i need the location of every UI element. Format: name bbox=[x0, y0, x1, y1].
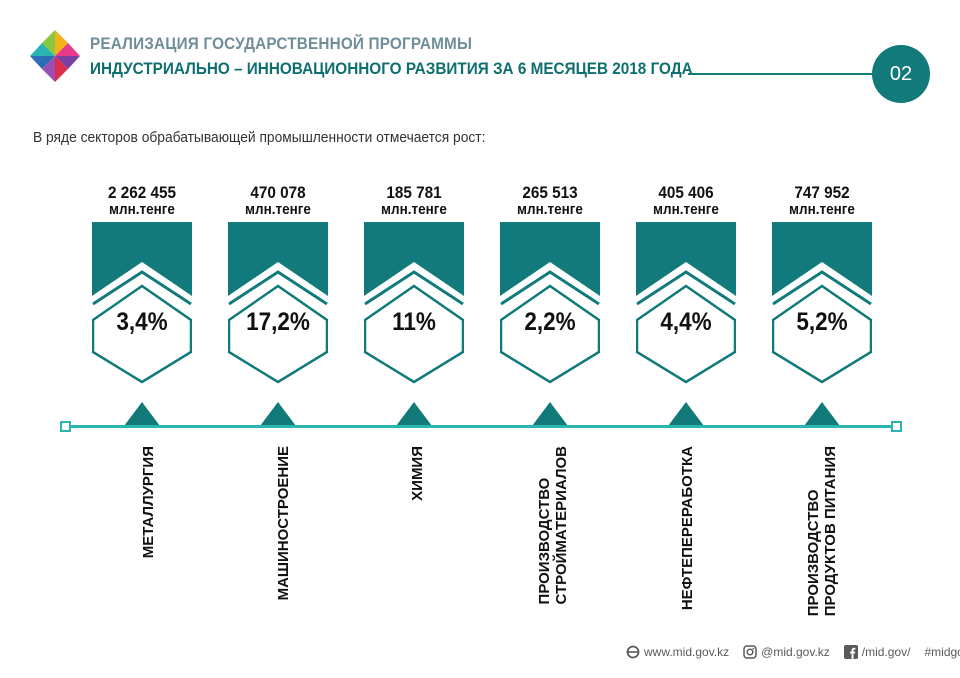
timeline-axis bbox=[66, 425, 894, 428]
sector-label: МЕТАЛЛУРГИЯ bbox=[139, 446, 157, 559]
sector-marker bbox=[668, 402, 704, 426]
footer-hashtag[interactable]: #midgovkz bbox=[924, 645, 960, 659]
sector-marker bbox=[532, 402, 568, 426]
sector-value: 265 513 bbox=[522, 183, 578, 202]
footer-website[interactable]: www.mid.gov.kz bbox=[644, 645, 730, 659]
sector-badge bbox=[772, 222, 872, 384]
sector-card: 470 078 млн.тенге 17,2% bbox=[228, 183, 328, 384]
sector-percent: 3,4% bbox=[116, 308, 168, 336]
sector-card: 265 513 млн.тенге 2,2% bbox=[500, 183, 600, 384]
sector-percent: 11% bbox=[392, 308, 436, 336]
sector-value: 185 781 bbox=[386, 183, 442, 202]
header-title-line2: ИНДУСТРИАЛЬНО – ИННОВАЦИОННОГО РАЗВИТИЯ … bbox=[90, 59, 693, 78]
axis-end-marker bbox=[891, 421, 902, 432]
sector-unit: млн.тенге bbox=[245, 201, 311, 218]
sector-unit: млн.тенге bbox=[109, 201, 175, 218]
header-divider bbox=[688, 73, 878, 75]
sector-label: ПРОИЗВОДСТВО ПРОДУКТОВ ПИТАНИЯ bbox=[805, 446, 839, 617]
sector-label: МАШИНОСТРОЕНИЕ bbox=[274, 446, 292, 601]
footer-instagram[interactable]: @mid.gov.kz bbox=[761, 645, 830, 659]
sector-marker bbox=[260, 402, 296, 426]
sector-label: ХИМИЯ bbox=[408, 446, 426, 501]
sector-marker bbox=[804, 402, 840, 426]
sector-card: 405 406 млн.тенге 4,4% bbox=[636, 183, 736, 384]
sector-marker bbox=[396, 402, 432, 426]
sector-badge bbox=[92, 222, 192, 384]
page-number: 02 bbox=[872, 45, 930, 103]
sector-percent: 4,4% bbox=[660, 308, 712, 336]
header-title-line1: РЕАЛИЗАЦИЯ ГОСУДАРСТВЕННОЙ ПРОГРАММЫ bbox=[90, 34, 473, 53]
sector-badge bbox=[636, 222, 736, 384]
sector-marker bbox=[124, 402, 160, 426]
footer-facebook[interactable]: /mid.gov/ bbox=[861, 645, 911, 659]
browser-icon bbox=[626, 645, 640, 659]
sector-value: 405 406 bbox=[658, 183, 714, 202]
sector-unit: млн.тенге bbox=[381, 201, 447, 218]
sector-unit: млн.тенге bbox=[517, 201, 583, 218]
ministry-logo bbox=[30, 30, 80, 82]
sector-label: ПРОИЗВОДСТВО СТРОЙМАТЕРИАЛОВ bbox=[536, 446, 570, 605]
facebook-icon bbox=[843, 645, 858, 659]
sector-card: 185 781 млн.тенге 11% bbox=[364, 183, 464, 384]
footer: www.mid.gov.kz @mid.gov.kz /mid.gov/ #mi… bbox=[626, 645, 960, 659]
sector-percent: 17,2% bbox=[246, 308, 310, 336]
sector-value: 747 952 bbox=[794, 183, 850, 202]
axis-start-marker bbox=[60, 421, 71, 432]
sector-unit: млн.тенге bbox=[789, 201, 855, 218]
sector-percent: 5,2% bbox=[796, 308, 848, 336]
sector-percent: 2,2% bbox=[524, 308, 576, 336]
sector-unit: млн.тенге bbox=[653, 201, 719, 218]
sector-badge bbox=[500, 222, 600, 384]
sector-card: 747 952 млн.тенге 5,2% bbox=[772, 183, 872, 384]
sector-badge bbox=[228, 222, 328, 384]
instagram-icon bbox=[743, 645, 757, 659]
sector-badge bbox=[364, 222, 464, 384]
sector-value: 2 262 455 bbox=[107, 183, 177, 202]
sector-value: 470 078 bbox=[250, 183, 306, 202]
sector-label: НЕФТЕПЕРЕРАБОТКА bbox=[678, 446, 696, 611]
subtitle: В ряде секторов обрабатывающей промышлен… bbox=[33, 129, 486, 146]
sector-card: 2 262 455 млн.тенге 3,4% bbox=[92, 183, 192, 384]
